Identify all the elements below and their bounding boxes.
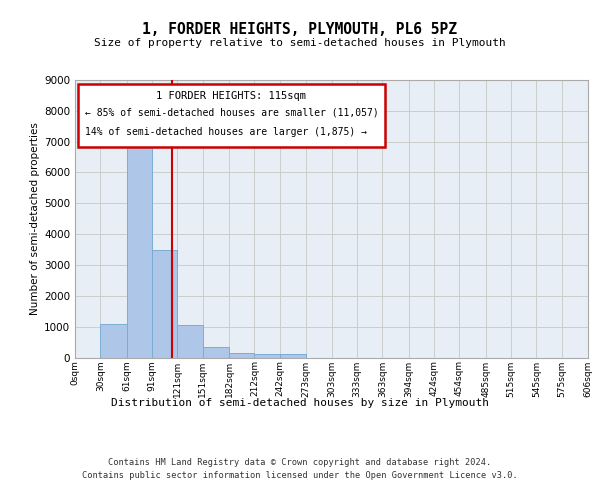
Text: Size of property relative to semi-detached houses in Plymouth: Size of property relative to semi-detach…: [94, 38, 506, 48]
Text: Distribution of semi-detached houses by size in Plymouth: Distribution of semi-detached houses by …: [111, 398, 489, 407]
Text: 1, FORDER HEIGHTS, PLYMOUTH, PL6 5PZ: 1, FORDER HEIGHTS, PLYMOUTH, PL6 5PZ: [143, 22, 458, 38]
Bar: [280, 354, 306, 358]
Text: Contains HM Land Registry data © Crown copyright and database right 2024.: Contains HM Land Registry data © Crown c…: [109, 458, 491, 467]
Bar: [203, 346, 229, 358]
Bar: [254, 354, 280, 358]
Bar: [100, 324, 127, 358]
Text: ← 85% of semi-detached houses are smaller (11,057): ← 85% of semi-detached houses are smalle…: [85, 108, 379, 118]
Text: 14% of semi-detached houses are larger (1,875) →: 14% of semi-detached houses are larger (…: [85, 127, 367, 137]
Bar: [127, 144, 152, 358]
Bar: [229, 353, 254, 358]
Bar: [178, 325, 203, 358]
Bar: [152, 250, 178, 358]
Y-axis label: Number of semi-detached properties: Number of semi-detached properties: [30, 122, 40, 315]
FancyBboxPatch shape: [77, 84, 385, 146]
Text: Contains public sector information licensed under the Open Government Licence v3: Contains public sector information licen…: [82, 472, 518, 480]
Text: 1 FORDER HEIGHTS: 115sqm: 1 FORDER HEIGHTS: 115sqm: [157, 91, 307, 101]
